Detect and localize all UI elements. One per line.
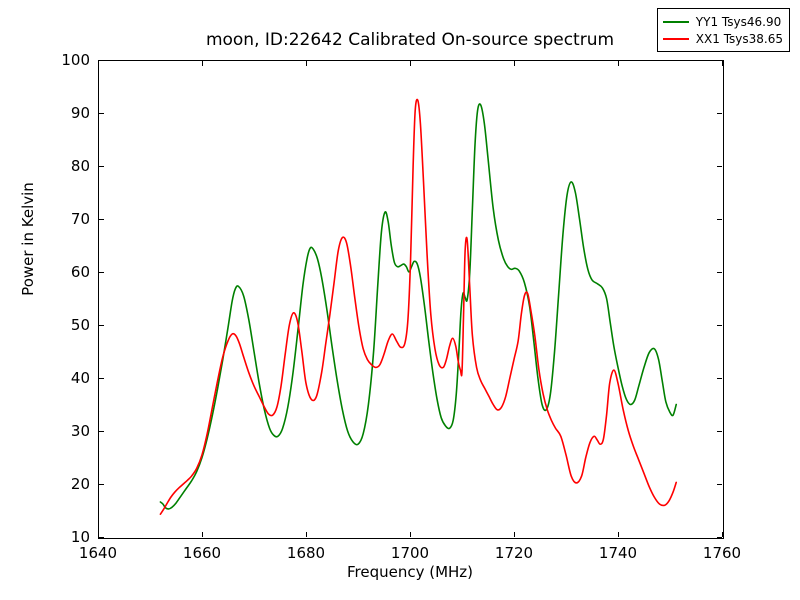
y-tickmark [99,60,104,61]
legend-label: XX1 Tsys38.65 [695,31,783,46]
legend-label: YY1 Tsys46.90 [695,14,782,29]
y-tickmark [99,166,104,167]
legend-color-swatch [662,20,689,23]
y-tickmark [717,431,722,432]
y-axis-label: Power in Kelvin [19,182,37,296]
x-tick-label: 1740 [598,544,638,562]
y-tickmark [99,431,104,432]
series-line-2 [159,98,678,516]
y-tick-label: 100 [61,51,90,69]
y-tickmark [717,60,722,61]
x-tickmark [306,532,307,537]
y-tickmark [99,272,104,273]
plot-area-frame [98,60,724,539]
y-tickmark [717,484,722,485]
y-tickmark [99,219,104,220]
y-tickmark [717,272,722,273]
x-tickmark [306,61,307,66]
y-tick-label: 10 [70,528,90,546]
x-tick-label: 1700 [390,544,430,562]
y-tick-label: 40 [70,369,90,387]
y-tickmark [717,219,722,220]
x-axis-label: Frequency (MHz) [346,563,474,581]
x-tick-label: 1760 [702,544,742,562]
y-tickmark [717,325,722,326]
y-tick-label: 60 [70,263,90,281]
legend-item-2: XX1 Tsys38.65 [662,30,783,47]
y-tick-label: 50 [70,316,90,334]
plot-series-layer [159,98,678,516]
x-tickmark [202,61,203,66]
x-tick-label: 1640 [78,544,118,562]
y-tickmark [717,537,722,538]
y-tickmark [99,113,104,114]
y-tickmark [717,113,722,114]
x-tickmark [722,61,723,66]
x-tickmark [202,532,203,537]
x-tickmark [98,61,99,66]
x-tick-label: 1660 [182,544,222,562]
y-tickmark [717,166,722,167]
x-tickmark [410,532,411,537]
x-tickmark [98,532,99,537]
x-tickmark [618,532,619,537]
chart-legend: YY1 Tsys46.90 XX1 Tsys38.65 [656,8,790,52]
legend-item-1: YY1 Tsys46.90 [662,13,783,30]
x-tick-label: 1720 [494,544,534,562]
x-tick-label: 1680 [286,544,326,562]
x-tickmark [722,532,723,537]
y-tick-label: 70 [70,210,90,228]
x-tickmark [618,61,619,66]
y-tickmark [99,325,104,326]
y-tick-label: 90 [70,104,90,122]
y-tickmark [99,484,104,485]
x-tickmark [410,61,411,66]
x-tickmark [514,61,515,66]
x-tickmark [514,532,515,537]
y-tick-label: 20 [70,475,90,493]
y-tick-label: 80 [70,157,90,175]
series-line-1 [159,103,678,510]
y-tickmark [99,537,104,538]
y-tickmark [717,378,722,379]
legend-color-swatch [662,37,689,40]
chart-title: moon, ID:22642 Calibrated On-source spec… [205,30,615,50]
y-tick-label: 30 [70,422,90,440]
y-tickmark [99,378,104,379]
